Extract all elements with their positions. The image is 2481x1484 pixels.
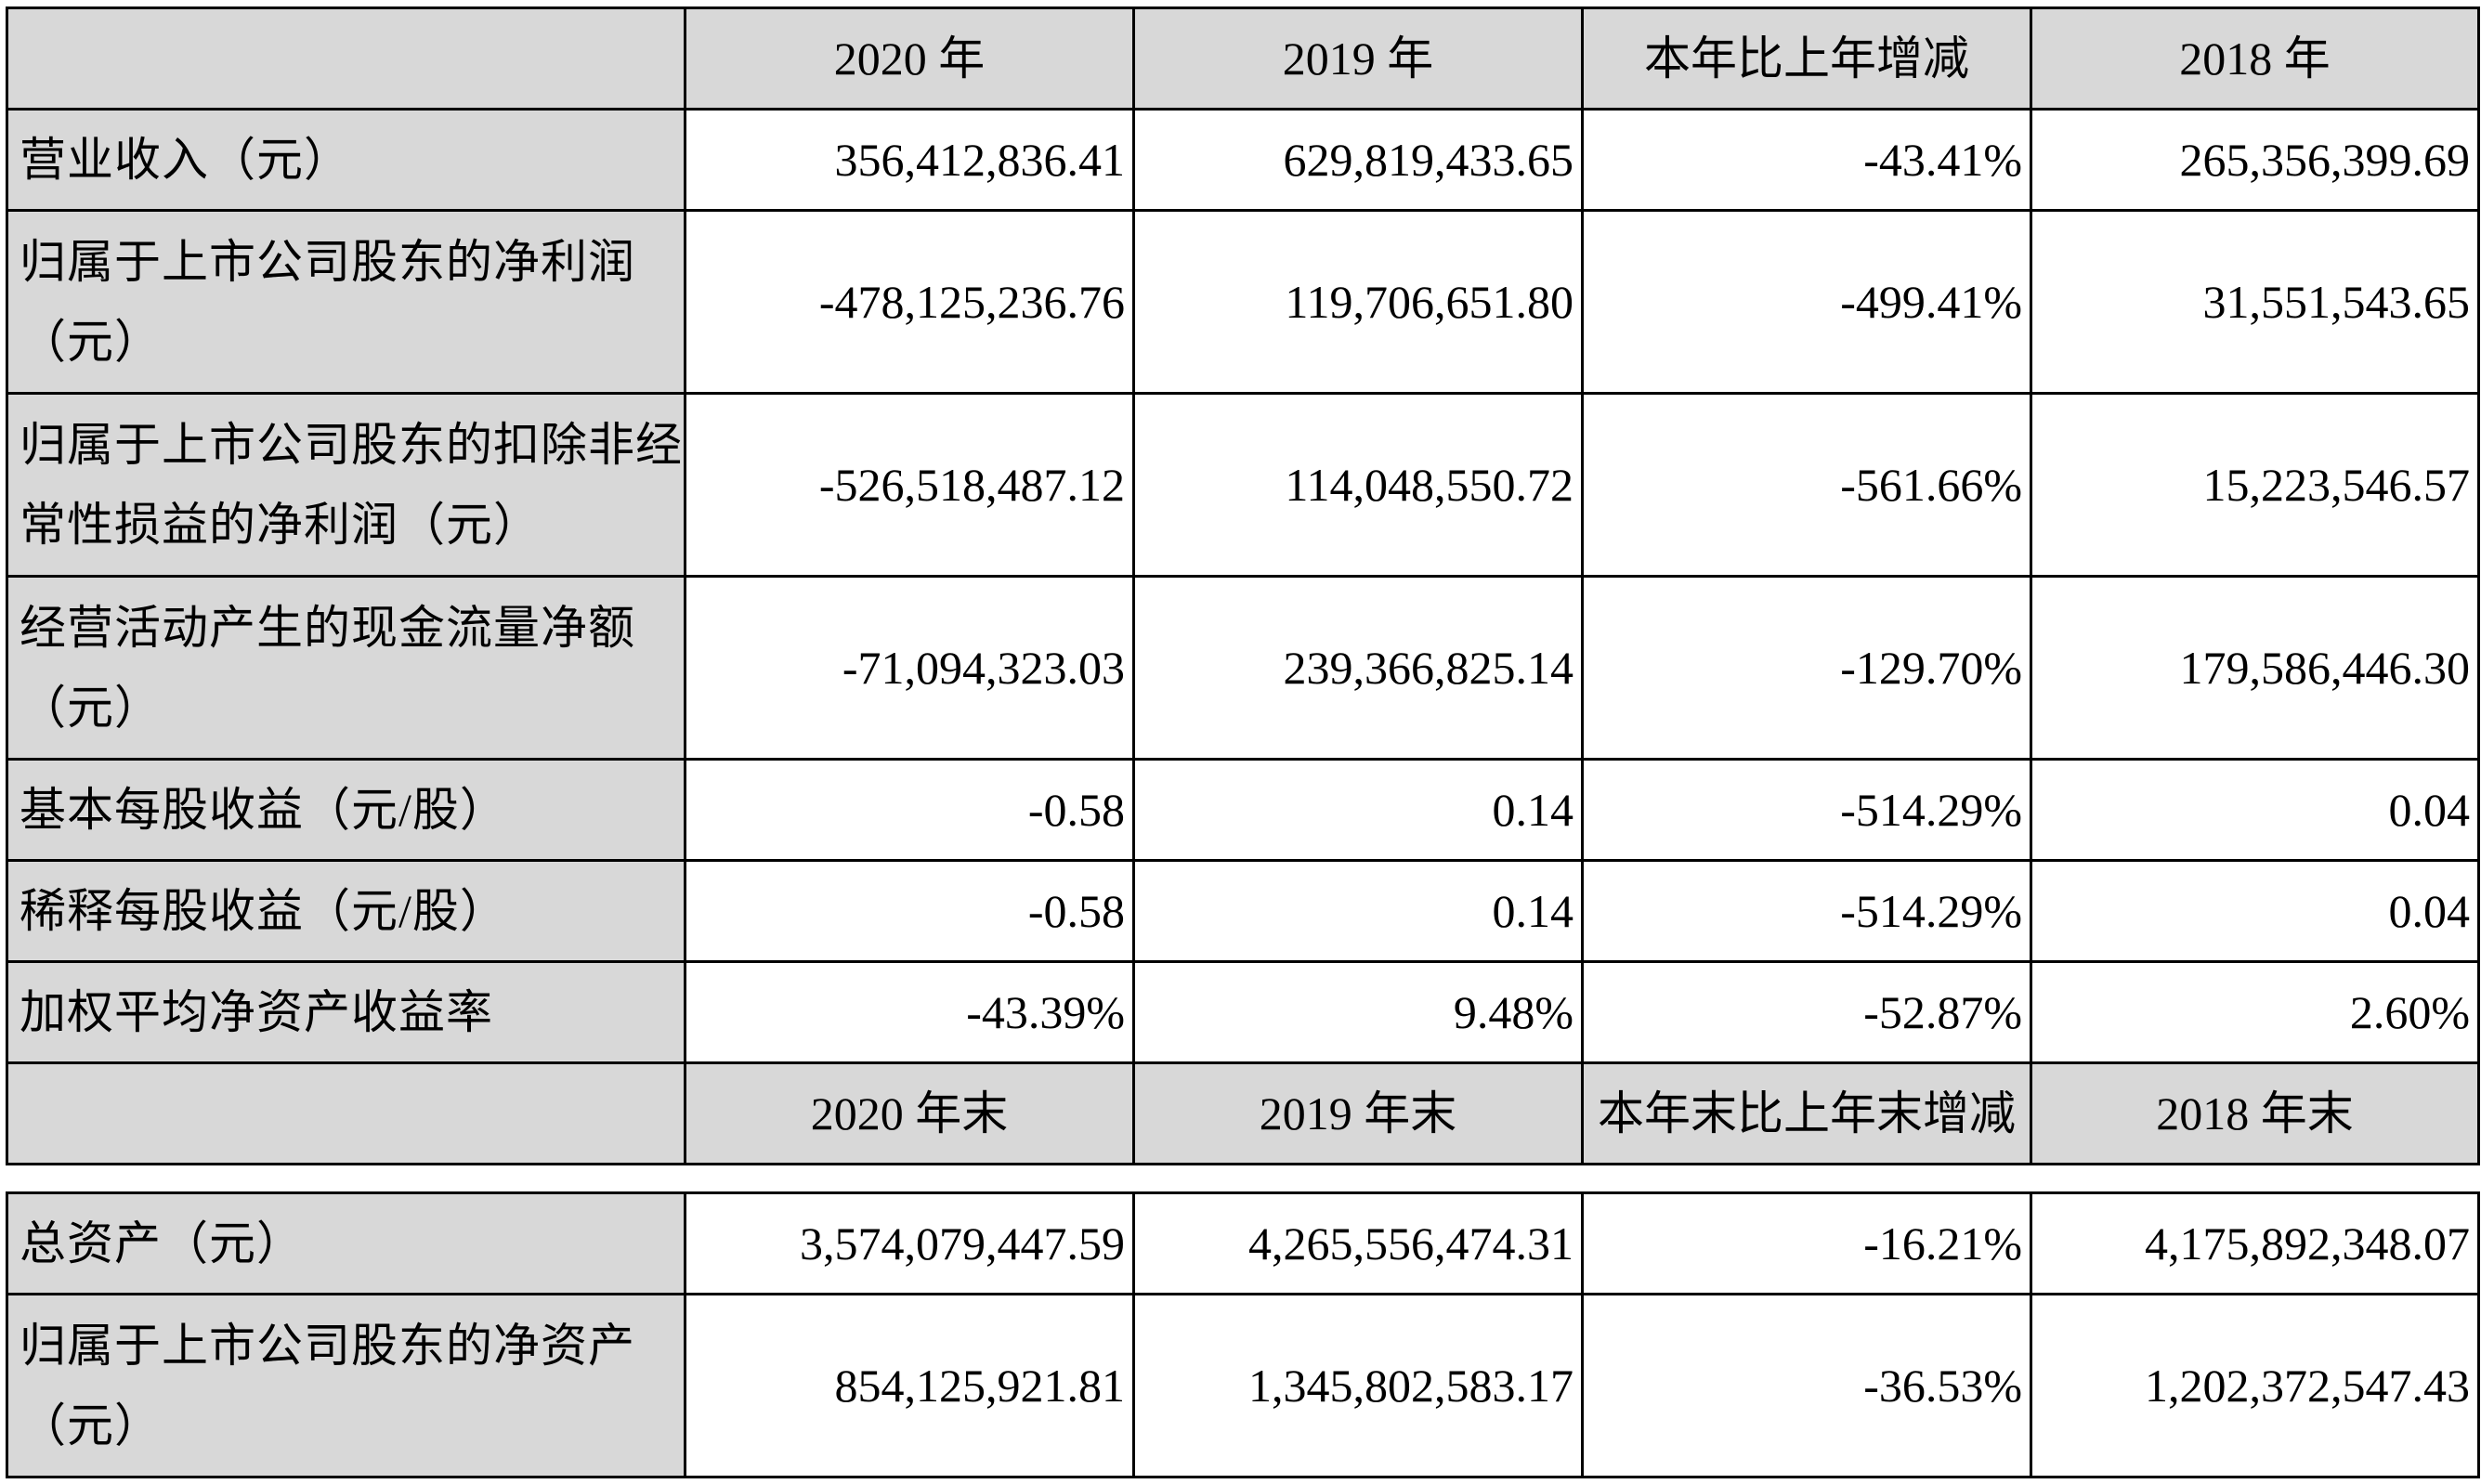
table-row: 归属于上市公司股东的净资产（元） 854,125,921.81 1,345,80… <box>6 1293 2480 1478</box>
value-cell: 3,574,079,447.59 <box>684 1191 1135 1295</box>
value-cell: -561.66% <box>1581 392 2032 578</box>
header-cell: 2020 年 <box>684 7 1135 111</box>
row-label: 经营活动产生的现金流量净额（元） <box>6 575 686 761</box>
header-cell: 2018 年末 <box>2030 1061 2480 1165</box>
row-label: 归属于上市公司股东的净利润（元） <box>6 209 686 395</box>
table-row: 基本每股收益（元/股） -0.58 0.14 -514.29% 0.04 <box>6 758 2480 862</box>
value-cell: 4,175,892,348.07 <box>2030 1191 2480 1295</box>
header-cell: 2020 年末 <box>684 1061 1135 1165</box>
balance-summary-table: 总资产（元） 3,574,079,447.59 4,265,556,474.31… <box>6 1191 2480 1478</box>
value-cell: -514.29% <box>1581 859 2032 963</box>
header-cell: 本年比上年增减 <box>1581 7 2032 111</box>
value-cell: 1,202,372,547.43 <box>2030 1293 2480 1478</box>
table-row: 营业收入（元） 356,412,836.41 629,819,433.65 -4… <box>6 108 2480 212</box>
value-cell: 854,125,921.81 <box>684 1293 1135 1478</box>
value-cell: 179,586,446.30 <box>2030 575 2480 761</box>
header-row: 2020 年末 2019 年末 本年末比上年末增减 2018 年末 <box>6 1061 2480 1165</box>
table-row: 加权平均净资产收益率 -43.39% 9.48% -52.87% 2.60% <box>6 960 2480 1064</box>
header-row: 2020 年 2019 年 本年比上年增减 2018 年 <box>6 7 2480 111</box>
value-cell: 31,551,543.65 <box>2030 209 2480 395</box>
value-cell: 0.04 <box>2030 758 2480 862</box>
row-label: 基本每股收益（元/股） <box>6 758 686 862</box>
value-cell: 239,366,825.14 <box>1132 575 1584 761</box>
value-cell: -16.21% <box>1581 1191 2032 1295</box>
header-cell: 本年末比上年末增减 <box>1581 1061 2032 1165</box>
value-cell: -52.87% <box>1581 960 2032 1064</box>
value-cell: 629,819,433.65 <box>1132 108 1584 212</box>
table-row: 归属于上市公司股东的扣除非经常性损益的净利润（元） -526,518,487.1… <box>6 392 2480 578</box>
row-label: 总资产（元） <box>6 1191 686 1295</box>
header-cell: 2019 年末 <box>1132 1061 1584 1165</box>
value-cell: -43.41% <box>1581 108 2032 212</box>
value-cell: -526,518,487.12 <box>684 392 1135 578</box>
value-cell: 9.48% <box>1132 960 1584 1064</box>
value-cell: 119,706,651.80 <box>1132 209 1584 395</box>
row-label: 稀释每股收益（元/股） <box>6 859 686 963</box>
table-row: 归属于上市公司股东的净利润（元） -478,125,236.76 119,706… <box>6 209 2480 395</box>
value-cell: 356,412,836.41 <box>684 108 1135 212</box>
row-label: 归属于上市公司股东的扣除非经常性损益的净利润（元） <box>6 392 686 578</box>
value-cell: 4,265,556,474.31 <box>1132 1191 1584 1295</box>
value-cell: -36.53% <box>1581 1293 2032 1478</box>
header-cell <box>6 1061 686 1165</box>
table-row: 经营活动产生的现金流量净额（元） -71,094,323.03 239,366,… <box>6 575 2480 761</box>
header-cell: 2018 年 <box>2030 7 2480 111</box>
row-label: 加权平均净资产收益率 <box>6 960 686 1064</box>
value-cell: -0.58 <box>684 758 1135 862</box>
value-cell: 15,223,546.57 <box>2030 392 2480 578</box>
value-cell: -129.70% <box>1581 575 2032 761</box>
header-cell <box>6 7 686 111</box>
table-row: 总资产（元） 3,574,079,447.59 4,265,556,474.31… <box>6 1191 2480 1295</box>
header-cell: 2019 年 <box>1132 7 1584 111</box>
value-cell: -0.58 <box>684 859 1135 963</box>
value-cell: 1,345,802,583.17 <box>1132 1293 1584 1478</box>
value-cell: -71,094,323.03 <box>684 575 1135 761</box>
value-cell: 2.60% <box>2030 960 2480 1064</box>
table-row: 稀释每股收益（元/股） -0.58 0.14 -514.29% 0.04 <box>6 859 2480 963</box>
financial-summary-table: 2020 年 2019 年 本年比上年增减 2018 年 营业收入（元） 356… <box>6 7 2480 1165</box>
value-cell: -514.29% <box>1581 758 2032 862</box>
row-label: 营业收入（元） <box>6 108 686 212</box>
value-cell: -499.41% <box>1581 209 2032 395</box>
value-cell: 0.14 <box>1132 758 1584 862</box>
value-cell: 114,048,550.72 <box>1132 392 1584 578</box>
value-cell: 0.14 <box>1132 859 1584 963</box>
value-cell: 0.04 <box>2030 859 2480 963</box>
row-label: 归属于上市公司股东的净资产（元） <box>6 1293 686 1478</box>
value-cell: -478,125,236.76 <box>684 209 1135 395</box>
value-cell: -43.39% <box>684 960 1135 1064</box>
value-cell: 265,356,399.69 <box>2030 108 2480 212</box>
